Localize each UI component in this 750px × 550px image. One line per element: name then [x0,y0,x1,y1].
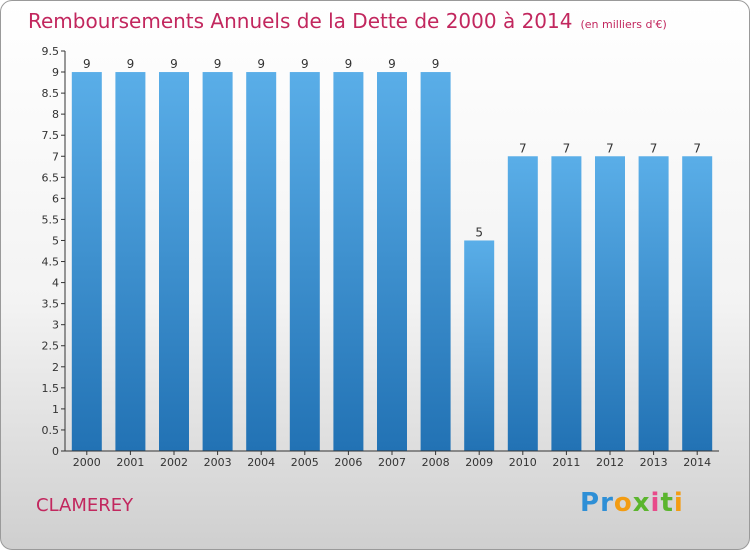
bar-2014 [682,156,713,451]
x-tick-label: 2001 [116,456,144,469]
x-tick-label: 2011 [552,456,580,469]
bar-2011 [551,156,582,451]
bar-2003 [202,72,233,451]
bar-2008 [420,72,451,451]
value-label: 9 [127,57,135,71]
logo-letter: x [632,488,651,518]
x-tick-label: 2012 [596,456,624,469]
value-label: 9 [388,57,396,71]
bar-2005 [289,72,320,451]
y-tick-label: 4.5 [42,256,60,269]
y-tick-label: 3 [52,319,59,332]
value-label: 9 [432,57,440,71]
bar-2002 [159,72,189,451]
logo-letter: t [660,488,674,518]
bars-group: 9 9 9 9 9 9 9 9 9 5 7 7 7 7 7 [71,57,713,451]
x-tick-label: 2010 [509,456,537,469]
bar-2001 [115,72,146,451]
value-label: 5 [475,225,483,239]
y-tick-label: 4 [52,277,59,290]
x-tick-label: 2000 [73,456,101,469]
bar-2004 [246,72,277,451]
y-tick-label: 5.5 [42,213,60,226]
y-tick-label: 8.5 [42,87,60,100]
y-tick-label: 3.5 [42,298,60,311]
logo-letter: i [650,488,661,518]
x-tick-label: 2007 [378,456,406,469]
y-tick-label: 8 [52,108,59,121]
unit-text: (en milliers d'€) [580,18,667,31]
bar-2009 [464,240,495,451]
logo-letter: i [673,488,684,518]
value-label: 9 [345,57,353,71]
y-tick-label: 9.5 [42,45,60,58]
y-tick-label: 9 [52,66,59,79]
logo-letter: o [613,488,633,518]
bar-2013 [638,156,669,451]
value-label: 7 [563,141,571,155]
value-label: 9 [257,57,265,71]
value-label: 9 [83,57,91,71]
y-tick-label: 1 [52,403,59,416]
y-tick-label: 6 [52,192,59,205]
y-tick-label: 2.5 [42,340,60,353]
bar-2007 [377,72,407,451]
y-tick-label: 7 [52,150,59,163]
x-tick-label: 2006 [334,456,362,469]
bar-2010 [507,156,538,451]
bar-2000 [71,72,102,451]
y-tick-label: 1.5 [42,382,60,395]
bar-2006 [333,72,364,451]
y-tick-label: 0.5 [42,424,60,437]
chart-title: Remboursements Annuels de la Dette de 20… [28,9,667,33]
x-tick-label: 2009 [465,456,493,469]
x-tick-label: 2005 [291,456,319,469]
value-label: 9 [214,57,222,71]
logo-letter: P [580,488,601,518]
y-tick-label: 0 [52,445,59,458]
bar-2012 [595,156,625,451]
x-tick-label: 2004 [247,456,275,469]
y-tick-label: 7.5 [42,129,60,142]
value-label: 9 [301,57,309,71]
commune-name: CLAMEREY [36,495,134,516]
logo-letter: r [600,488,614,518]
proxiti-logo: Proxiti [580,488,684,518]
y-tick-label: 2 [52,361,59,374]
value-label: 7 [650,141,658,155]
title-text: Remboursements Annuels de la Dette de 20… [28,9,573,33]
value-label: 7 [606,141,614,155]
y-tick-label: 6.5 [42,171,60,184]
x-tick-label: 2014 [683,456,711,469]
value-label: 7 [693,141,701,155]
value-label: 9 [170,57,178,71]
x-tick-label: 2002 [160,456,188,469]
x-tick-label: 2003 [204,456,232,469]
value-label: 7 [519,141,527,155]
x-tick-label: 2013 [640,456,668,469]
x-tick-label: 2008 [422,456,450,469]
axes-group: 2000 2001 2002 2003 2004 2005 2006 2007 2008 2009… [42,45,719,469]
y-tick-label: 5 [52,234,59,247]
